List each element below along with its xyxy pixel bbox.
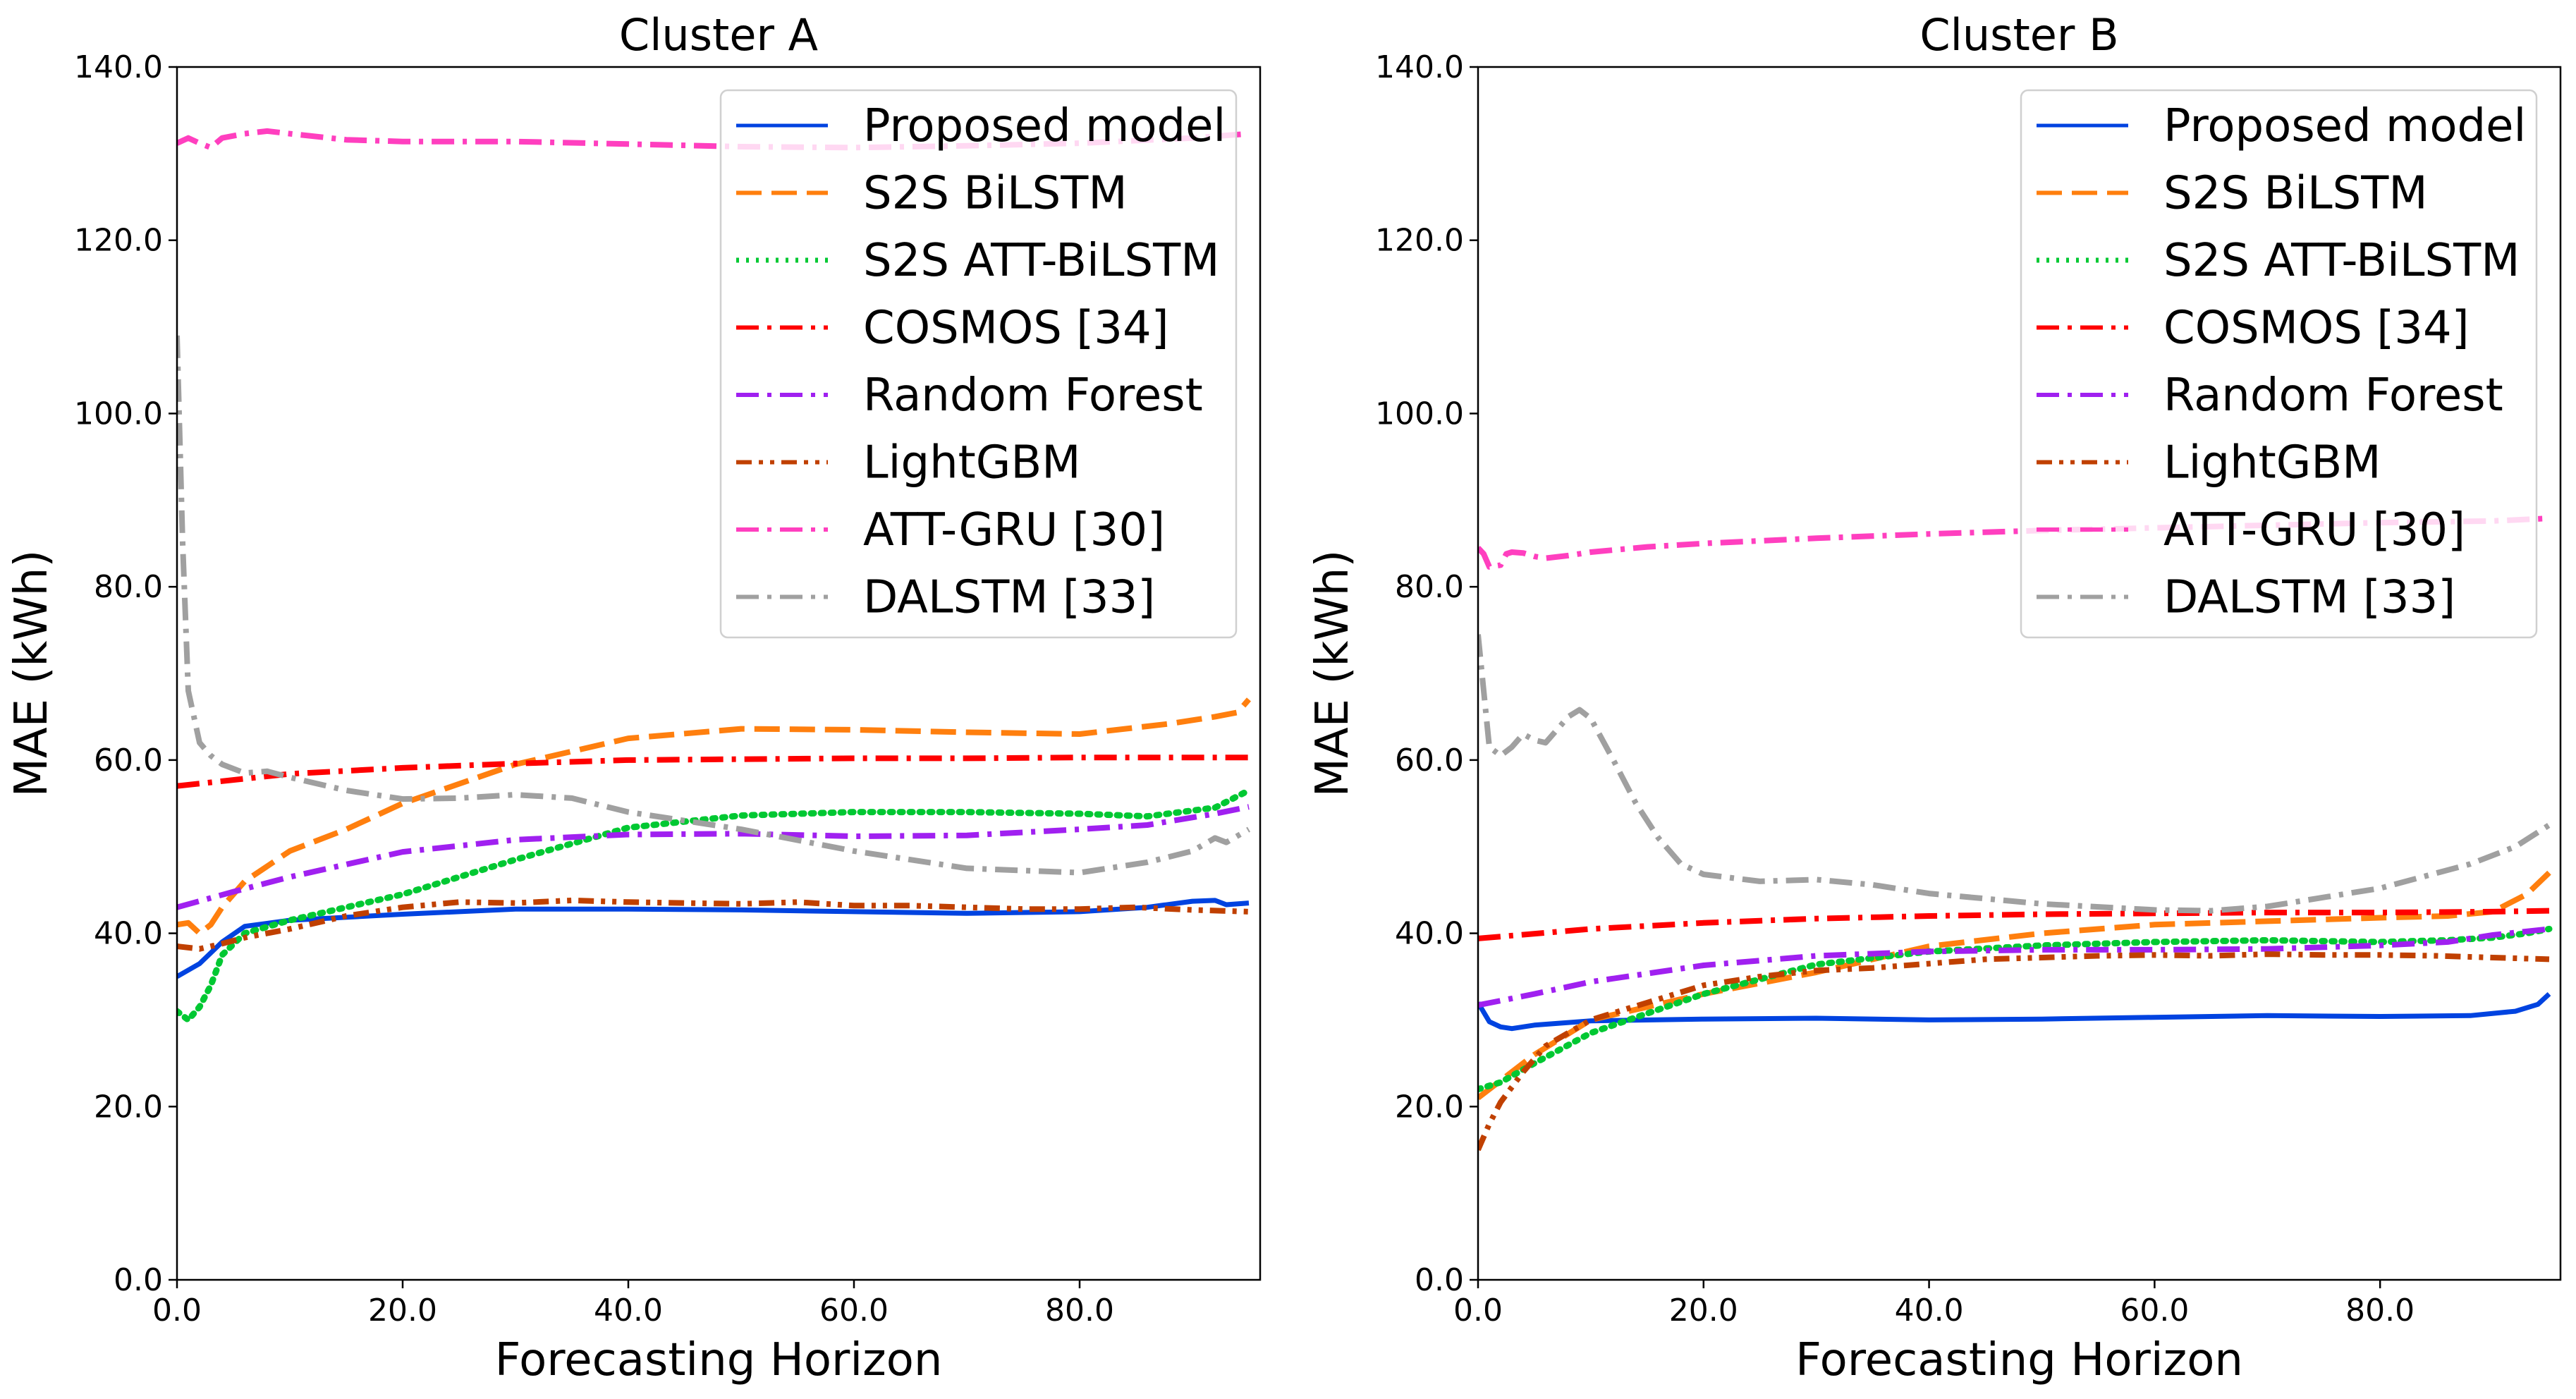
legend-box — [2020, 89, 2538, 639]
plot-frame — [176, 66, 1262, 1281]
x-tick-label: 80.0 — [1045, 1293, 1114, 1328]
legend-label-att-gru-30: ATT-GRU [30] — [863, 504, 1165, 556]
x-tick-label: 40.0 — [1895, 1293, 1964, 1328]
series-line-cosmos-34 — [177, 755, 1249, 789]
chart-panel-cluster-b: 0.0 20.0 40.0 60.0 80.0 0.0 20.0 40.0 60.0 80.0 10… — [1307, 9, 2562, 1386]
legend-label-dalstm-33: DALSTM [33] — [863, 572, 1155, 624]
series-line-random-forest — [177, 804, 1250, 910]
series-line-lightgbm — [1478, 951, 2550, 1151]
y-tick-label: 60.0 — [94, 743, 163, 778]
legend-label-lightgbm: LightGBM — [2163, 437, 2381, 489]
y-tick-label: 60.0 — [1395, 743, 1464, 778]
series-line-lightgbm — [177, 897, 1250, 952]
y-tick-label: 120.0 — [74, 223, 163, 259]
legend-label-dalstm-33: DALSTM [33] — [2163, 572, 2455, 624]
legend-label-s2s-att-bilstm: S2S ATT-BiLSTM — [863, 235, 1219, 287]
chart-panel-cluster-a: 0.0 20.0 40.0 60.0 80.0 0.0 20.0 40.0 60.0 80.0 10… — [6, 9, 1262, 1386]
y-tick-label: 80.0 — [1395, 569, 1464, 605]
y-tick-label: 100.0 — [74, 396, 163, 432]
legend: Proposed model S2S BiLSTM S2S ATT-BiLSTM CO… — [2020, 89, 2538, 639]
y-axis-label: MAE (kWh) — [1307, 550, 1359, 798]
chart-title: Cluster A — [619, 9, 818, 61]
series-group — [1478, 515, 2553, 1151]
y-tick-label: 0.0 — [114, 1262, 163, 1298]
x-tick-label: 20.0 — [1669, 1293, 1738, 1328]
plot-frame — [1477, 66, 2562, 1281]
x-tick-label: 80.0 — [2345, 1293, 2415, 1328]
x-tick-label: 0.0 — [1453, 1293, 1503, 1328]
legend-label-proposed-model: Proposed model — [2163, 100, 2526, 152]
y-tick-label: 40.0 — [94, 916, 163, 952]
legend-label-lightgbm: LightGBM — [863, 437, 1080, 489]
y-tick-label: 140.0 — [74, 49, 163, 85]
x-tick-label: 60.0 — [819, 1293, 889, 1328]
legend-label-cosmos-34: COSMOS [34] — [863, 303, 1169, 355]
legend-label-cosmos-34: COSMOS [34] — [2163, 303, 2470, 355]
y-tick-label: 20.0 — [94, 1089, 163, 1125]
legend-box — [719, 89, 1238, 639]
y-tick-label: 140.0 — [1375, 49, 1464, 85]
y-axis-label: MAE (kWh) — [6, 550, 58, 798]
y-tick-label: 80.0 — [94, 569, 163, 605]
legend-label-random-forest: Random Forest — [2163, 369, 2503, 422]
x-axis-label: Forecasting Horizon — [1795, 1334, 2243, 1386]
legend-label-att-gru-30: ATT-GRU [30] — [2163, 504, 2465, 556]
legend-label-s2s-att-bilstm: S2S ATT-BiLSTM — [2163, 235, 2520, 287]
x-tick-label: 20.0 — [368, 1293, 437, 1328]
legend-label-random-forest: Random Forest — [863, 369, 1203, 422]
y-tick-label: 100.0 — [1375, 396, 1464, 432]
y-tick-label: 120.0 — [1375, 223, 1464, 259]
x-tick-label: 0.0 — [152, 1293, 202, 1328]
series-line-att-gru-30 — [1478, 515, 2550, 570]
y-tick-label: 40.0 — [1395, 916, 1464, 952]
y-tick-label: 0.0 — [1415, 1262, 1464, 1298]
legend: Proposed model S2S BiLSTM S2S ATT-BiLSTM CO… — [719, 89, 1238, 639]
x-tick-label: 60.0 — [2120, 1293, 2189, 1328]
series-line-cosmos-34 — [1478, 908, 2550, 941]
series-line-proposed-model — [1478, 992, 2551, 1032]
series-line-dalstm-33 — [1478, 634, 2551, 914]
x-axis-label: Forecasting Horizon — [495, 1334, 943, 1386]
y-tick-label: 20.0 — [1395, 1089, 1464, 1125]
series-line-s2s-bilstm — [1478, 870, 2551, 1101]
legend-label-s2s-bilstm: S2S BiLSTM — [863, 168, 1128, 220]
series-line-random-forest — [1478, 926, 2550, 1008]
series-group — [177, 128, 1252, 1023]
x-tick-label: 40.0 — [594, 1293, 663, 1328]
series-line-att-gru-30 — [177, 128, 1250, 151]
series-line-s2s-att-bilstm — [1478, 925, 2553, 1093]
legend-label-proposed-model: Proposed model — [863, 100, 1226, 152]
series-line-s2s-att-bilstm — [177, 787, 1252, 1023]
series-line-proposed-model — [177, 898, 1250, 979]
legend-label-s2s-bilstm: S2S BiLSTM — [2163, 168, 2428, 220]
series-line-dalstm-33 — [177, 335, 1251, 876]
chart-title: Cluster B — [1919, 9, 2118, 61]
